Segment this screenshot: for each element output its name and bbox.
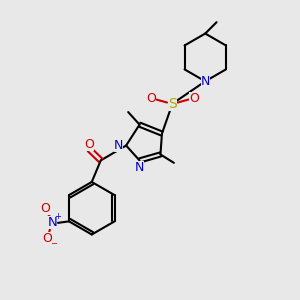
Text: S: S xyxy=(168,97,177,111)
Text: O: O xyxy=(40,202,50,215)
Text: O: O xyxy=(84,138,94,152)
Text: O: O xyxy=(189,92,199,105)
Text: −: − xyxy=(50,239,57,248)
Text: O: O xyxy=(146,92,156,105)
Text: N: N xyxy=(201,75,210,88)
Text: O: O xyxy=(42,232,52,245)
Text: N: N xyxy=(114,139,123,152)
Text: N: N xyxy=(135,161,144,174)
Text: N: N xyxy=(48,216,58,230)
Text: +: + xyxy=(55,212,62,221)
